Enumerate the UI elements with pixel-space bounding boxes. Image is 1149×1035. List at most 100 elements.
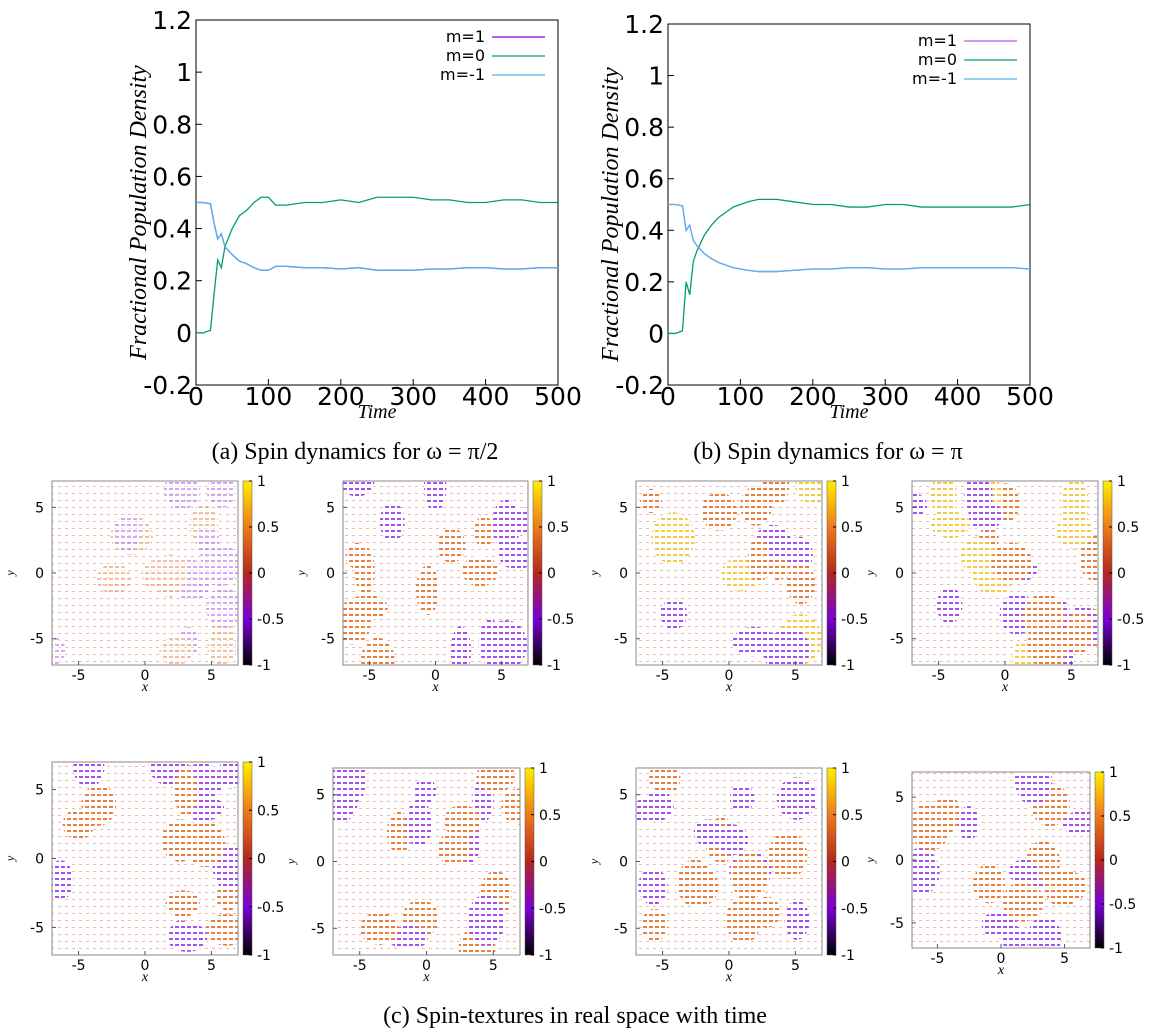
colorbar-tick-label: 0	[257, 566, 266, 582]
texture-blob	[912, 807, 945, 844]
x-tick-label: 400	[934, 382, 982, 411]
y-tick-label: -5	[311, 921, 325, 937]
texture-blob	[701, 492, 738, 531]
x-tick-label: 5	[207, 958, 216, 974]
texture-blob	[677, 865, 719, 908]
y-tick-label: 5	[35, 783, 44, 799]
texture-blob	[768, 831, 808, 879]
y-tick-label: -0.2	[143, 371, 192, 400]
legend-label: m=1	[446, 27, 485, 46]
y-tick-label: -5	[30, 632, 44, 648]
spin-texture-panel: -5 0 5 -5 0 5 x y 1 0.5 0 -0.5 -1	[587, 761, 868, 985]
x-tick-label: 0	[725, 958, 734, 974]
texture-blob	[957, 805, 980, 841]
y-tick-label: 0	[326, 566, 335, 582]
colorbar-tick-label: -1	[547, 658, 561, 674]
y-axis-label: y	[863, 570, 877, 577]
colorbar-tick-label: 0	[547, 566, 556, 582]
x-axis-label: x	[431, 680, 439, 695]
colorbar-tick-label: -0.5	[841, 901, 868, 917]
y-axis-label: y	[3, 855, 17, 862]
texture-blob	[476, 768, 515, 793]
y-tick-label: 0.8	[152, 110, 192, 139]
x-tick-label: 5	[207, 668, 216, 684]
caption: (c) Spin-textures in real space with tim…	[383, 1003, 767, 1029]
texture-blob	[1043, 870, 1088, 904]
colorbar-tick-label: 1	[257, 755, 266, 771]
spin-texture-panel: -5 0 5 -5 0 5 x y 1 0.5 0 -0.5 -1	[3, 474, 284, 695]
y-tick-label: -5	[614, 921, 628, 937]
y-tick-label: 0	[35, 852, 44, 868]
texture-blob	[930, 481, 957, 517]
colorbar-tick-label: 0	[257, 852, 266, 868]
texture-blob	[651, 512, 695, 565]
colorbar-tick-label: 0.5	[1117, 520, 1139, 536]
colorbar-tick-label: 0.5	[841, 520, 863, 536]
texture-blob	[386, 811, 412, 854]
texture-blob	[936, 586, 963, 624]
texture-blob	[467, 894, 506, 946]
y-axis-label: y	[294, 570, 308, 577]
y-tick-label: 0	[619, 855, 628, 871]
texture-blob	[379, 502, 405, 542]
x-axis-label: x	[422, 970, 430, 985]
legend-label: m=-1	[912, 69, 957, 88]
texture-blobs	[912, 772, 1090, 948]
y-tick-label: 0	[316, 855, 325, 871]
x-tick-label: 200	[317, 382, 365, 411]
spin-texture-panel: -5 0 5 -5 0 5 x y 1 0.5 0 -0.5 -1	[284, 761, 566, 985]
colorbar-tick-label: 1	[547, 474, 556, 490]
x-tick-label: 5	[1060, 951, 1069, 967]
x-axis-label: x	[725, 970, 733, 985]
texture-blob	[52, 635, 66, 665]
colorbar-tick-label: -0.5	[257, 612, 284, 628]
colorbar-tick-label: -0.5	[539, 901, 566, 917]
colorbar-tick-label: -0.5	[547, 612, 574, 628]
texture-blob	[776, 777, 817, 820]
colorbar-tick-label: -1	[539, 948, 553, 964]
x-tick-label: -5	[930, 951, 944, 967]
legend-label: m=-1	[440, 65, 485, 84]
texture-blob	[639, 488, 662, 514]
spin-texture-panel: -5 0 5 -5 0 5 x y 1 0.5 0 -0.5 -1	[294, 474, 574, 695]
y-axis-label: y	[587, 858, 601, 865]
texture-blob	[638, 868, 668, 906]
y-axis-label: y	[587, 570, 601, 577]
texture-blob	[725, 895, 761, 944]
texture-blobs	[343, 481, 528, 665]
colorbar-tick-label: 1	[1109, 765, 1118, 781]
texture-blob	[437, 831, 471, 867]
colorbar-tick-label: -0.5	[1117, 612, 1144, 628]
x-tick-label: 0	[141, 958, 150, 974]
colorbar-tick-label: 1	[841, 474, 850, 490]
y-tick-label: 0.4	[624, 216, 664, 245]
y-tick-label: 0	[619, 566, 628, 582]
y-tick-label: -0.2	[615, 371, 664, 400]
texture-blob	[1022, 593, 1066, 640]
x-axis-label: Time	[830, 401, 869, 423]
y-tick-label: -5	[890, 632, 904, 648]
y-tick-label: 0	[648, 319, 664, 348]
x-tick-label: 5	[791, 958, 800, 974]
texture-blob	[165, 890, 200, 917]
spin-texture-panel: -5 0 5 -5 0 5 x y 1 0.5 0 -0.5 -1	[863, 474, 1144, 695]
series-line	[196, 196, 558, 334]
texture-blob	[218, 762, 238, 789]
texture-blob	[1062, 810, 1090, 836]
texture-blobs	[912, 481, 1098, 665]
x-tick-label: 400	[462, 382, 510, 411]
caption: (b) Spin dynamics for ω = π	[693, 439, 962, 465]
texture-blob	[1008, 859, 1040, 885]
spin-texture-panel: -5 0 5 -5 0 5 x y 1 0.5 0 -0.5 -1	[863, 765, 1136, 978]
x-tick-label: -5	[656, 668, 670, 684]
colorbar-tick-label: 0	[1109, 853, 1118, 869]
texture-blob	[333, 777, 359, 823]
colorbar-tick-label: 0	[841, 566, 850, 582]
x-axis-label: x	[141, 970, 149, 985]
colorbar-tick-label: -1	[841, 658, 855, 674]
y-axis-label: y	[3, 570, 17, 577]
y-axis-label: Fractional Population Density	[598, 67, 624, 363]
x-tick-label: 500	[1006, 382, 1054, 411]
spin-texture-panel: -5 0 5 -5 0 5 x y 1 0.5 0 -0.5 -1	[587, 474, 868, 695]
y-tick-label: 1	[176, 58, 192, 87]
